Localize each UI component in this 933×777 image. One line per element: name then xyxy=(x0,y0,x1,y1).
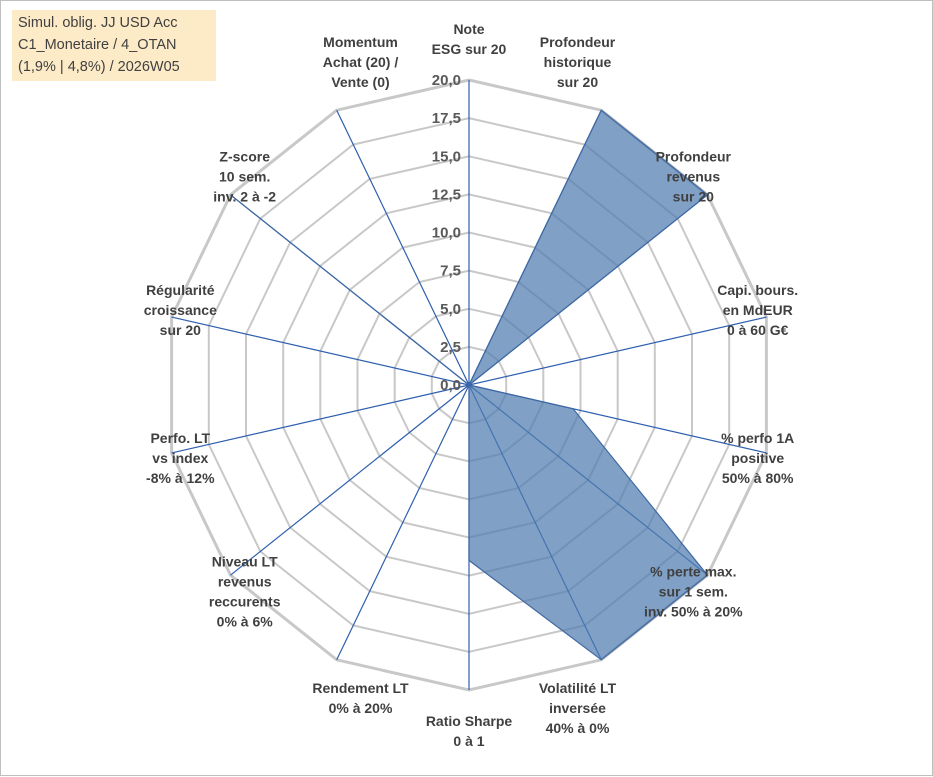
category-label-1-line-0: Profondeur xyxy=(540,34,616,50)
category-label-10-line-0: Perfo. LT xyxy=(150,430,210,446)
category-label-9-line-0: Niveau LT xyxy=(212,554,278,570)
tick-label-8: 20,0 xyxy=(432,72,461,89)
category-label-5-line-0: % perte max. xyxy=(650,564,736,580)
tick-label-3: 7,5 xyxy=(440,263,461,280)
category-label-11: Régularité croissance sur 20 xyxy=(144,282,217,338)
category-label-1: Profondeur historique sur 20 xyxy=(540,34,616,90)
category-label-2-line-1: revenus xyxy=(666,168,720,184)
category-label-7: Ratio Sharpe 0 à 1 xyxy=(426,713,513,749)
category-label-8: Rendement LT 0% à 20% xyxy=(312,680,409,716)
category-label-13-line-0: Momentum xyxy=(323,34,398,50)
category-label-7-line-1: 0 à 1 xyxy=(453,733,484,749)
category-label-6-line-1: inversée xyxy=(549,700,606,716)
category-label-1-line-2: sur 20 xyxy=(557,74,598,90)
category-label-9-line-1: revenus xyxy=(218,574,272,590)
chart-title-box: Simul. oblig. JJ USD Acc C1_Monetaire / … xyxy=(12,10,216,81)
category-label-6: Volatilité LT inversée 40% à 0% xyxy=(539,680,617,736)
category-label-3-line-0: Capi. bours. xyxy=(717,282,798,298)
category-label-5-line-2: inv. 50% à 20% xyxy=(644,604,743,620)
category-label-0-line-0: Note xyxy=(453,21,484,37)
category-label-13: Momentum Achat (20) / Vente (0) xyxy=(323,34,399,90)
category-label-9-line-3: 0% à 6% xyxy=(217,614,274,630)
category-label-12-line-1: 10 sem. xyxy=(219,168,270,184)
category-label-5: % perte max. sur 1 sem. inv. 50% à 20% xyxy=(644,564,743,620)
category-label-8-line-0: Rendement LT xyxy=(312,680,409,696)
category-label-7-line-0: Ratio Sharpe xyxy=(426,713,513,729)
tick-label-layer: 0,0 2,5 5,0 7,5 10,0 12,5 15,0 17,5 20,0 xyxy=(432,72,461,394)
tick-label-5: 12,5 xyxy=(432,186,461,203)
category-label-9-line-2: reccurents xyxy=(209,594,281,610)
category-label-3-line-2: 0 à 60 G€ xyxy=(727,322,789,338)
category-label-6-line-2: 40% à 0% xyxy=(546,720,610,736)
category-label-5-line-1: sur 1 sem. xyxy=(659,584,728,600)
category-label-0: Note ESG sur 20 xyxy=(432,21,507,57)
tick-label-2: 5,0 xyxy=(440,301,461,318)
category-label-12-line-0: Z-score xyxy=(219,148,270,164)
category-label-12-line-2: inv. 2 à -2 xyxy=(213,188,276,204)
category-label-6-line-0: Volatilité LT xyxy=(539,680,617,696)
category-label-11-line-1: croissance xyxy=(144,302,217,318)
category-label-8-line-1: 0% à 20% xyxy=(329,700,393,716)
category-label-13-line-2: Vente (0) xyxy=(331,74,389,90)
category-label-10: Perfo. LT vs index -8% à 12% xyxy=(146,430,215,486)
tick-label-1: 2,5 xyxy=(440,339,461,356)
spoke-8 xyxy=(337,385,469,660)
tick-label-4: 10,0 xyxy=(432,225,461,242)
category-label-2-line-2: sur 20 xyxy=(673,188,714,204)
tick-label-7: 17,5 xyxy=(432,110,461,127)
category-label-12: Z-score 10 sem. inv. 2 à -2 xyxy=(213,148,276,204)
category-label-4: % perfo 1A positive 50% à 80% xyxy=(721,430,794,486)
tick-label-0: 0,0 xyxy=(440,377,461,394)
category-label-3-line-1: en MdEUR xyxy=(723,302,793,318)
category-label-1-line-1: historique xyxy=(544,54,612,70)
category-label-13-line-1: Achat (20) / xyxy=(323,54,399,70)
category-label-10-line-2: -8% à 12% xyxy=(146,470,215,486)
category-label-3: Capi. bours. en MdEUR 0 à 60 G€ xyxy=(717,282,798,338)
category-label-4-line-2: 50% à 80% xyxy=(722,470,794,486)
category-label-9: Niveau LT revenus reccurents 0% à 6% xyxy=(209,554,281,630)
category-label-10-line-1: vs index xyxy=(152,450,208,466)
category-label-4-line-0: % perfo 1A xyxy=(721,430,794,446)
title-line-1: Simul. oblig. JJ USD Acc xyxy=(18,12,210,34)
category-label-0-line-1: ESG sur 20 xyxy=(432,41,507,57)
category-label-11-line-2: sur 20 xyxy=(160,322,201,338)
title-line-2: C1_Monetaire / 4_OTAN xyxy=(18,34,210,56)
category-label-4-line-1: positive xyxy=(731,450,784,466)
category-label-2-line-0: Profondeur xyxy=(656,148,732,164)
title-line-3: (1,9% | 4,8%) / 2026W05 xyxy=(18,56,210,78)
tick-label-6: 15,0 xyxy=(432,148,461,165)
category-label-11-line-0: Régularité xyxy=(146,282,215,298)
